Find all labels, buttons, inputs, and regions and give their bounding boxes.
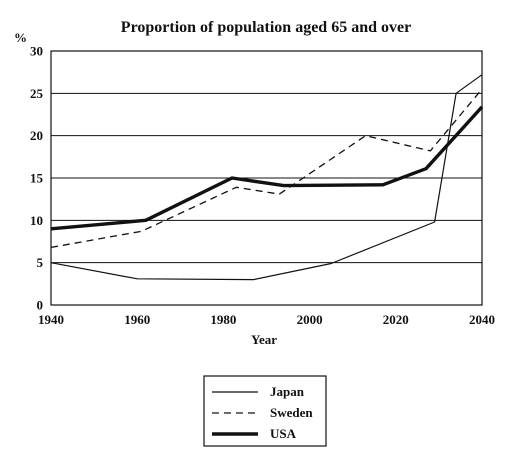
x-tick-label: 1940 xyxy=(38,312,64,327)
x-tick-label: 2020 xyxy=(383,312,409,327)
series-line-sweden xyxy=(50,88,483,249)
grid-lines xyxy=(51,92,482,264)
series-lines xyxy=(50,74,484,281)
chart-title: Proportion of population aged 65 and ove… xyxy=(121,19,411,36)
y-axis-label: % xyxy=(14,30,27,45)
x-tick-label: 1960 xyxy=(124,312,150,327)
x-axis-label: Year xyxy=(251,332,277,347)
y-tick-label: 0 xyxy=(37,298,44,313)
x-tick-label: 2000 xyxy=(297,312,323,327)
y-tick-label: 5 xyxy=(37,255,44,270)
y-tick-label: 30 xyxy=(30,44,43,59)
series-line-japan xyxy=(50,74,483,281)
y-tick-labels: 0 5 10 15 20 25 30 xyxy=(30,44,44,313)
y-tick-label: 20 xyxy=(30,128,43,143)
plot-frame xyxy=(50,50,483,306)
x-tick-label: 1980 xyxy=(210,312,236,327)
legend-label-japan: Japan xyxy=(270,384,305,399)
y-tick-label: 10 xyxy=(30,213,43,228)
series-line-usa xyxy=(50,105,484,231)
legend-label-usa: USA xyxy=(270,426,297,441)
y-tick-label: 25 xyxy=(30,86,44,101)
x-tick-label: 2040 xyxy=(469,312,495,327)
y-tick-label: 15 xyxy=(30,171,44,186)
legend: Japan Sweden USA xyxy=(203,375,327,447)
legend-label-sweden: Sweden xyxy=(270,405,313,420)
x-tick-labels: 1940 1960 1980 2000 2020 2040 xyxy=(38,312,495,327)
